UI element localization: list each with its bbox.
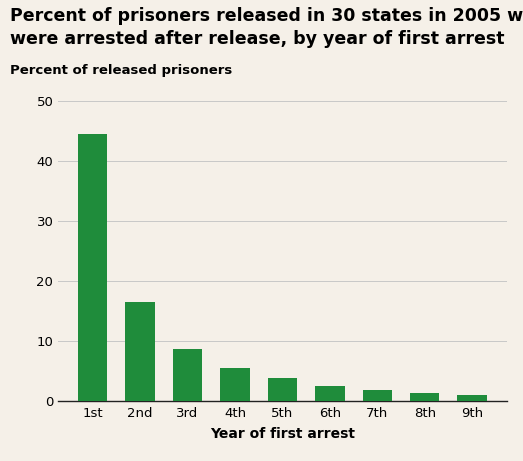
X-axis label: Year of first arrest: Year of first arrest: [210, 426, 355, 441]
Text: were arrested after release, by year of first arrest: were arrested after release, by year of …: [10, 30, 505, 48]
Bar: [458, 395, 487, 401]
Bar: [315, 386, 345, 401]
Bar: [78, 135, 107, 401]
Text: Percent of released prisoners: Percent of released prisoners: [10, 64, 233, 77]
Bar: [173, 349, 202, 401]
Bar: [220, 367, 249, 401]
Text: Percent of prisoners released in 30 states in 2005 who: Percent of prisoners released in 30 stat…: [10, 7, 523, 25]
Bar: [126, 302, 155, 401]
Bar: [410, 393, 439, 401]
Bar: [268, 378, 297, 401]
Bar: [362, 390, 392, 401]
